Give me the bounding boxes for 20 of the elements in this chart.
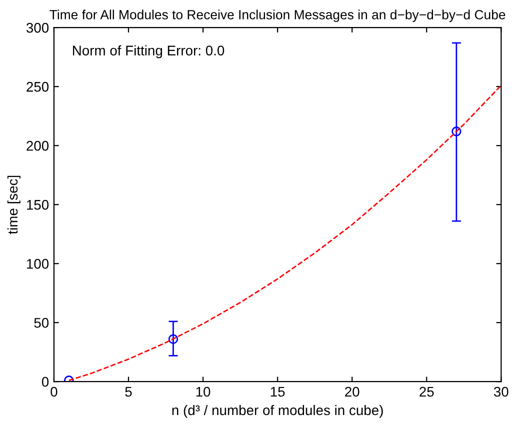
x-tick-label: 5	[125, 386, 132, 397]
y-tick-label: 200	[26, 140, 49, 151]
x-tick-label: 30	[494, 386, 508, 397]
x-tick-label: 15	[270, 386, 285, 397]
x-axis-title: n (d³ / number of modules in cube)	[172, 404, 383, 418]
point	[452, 126, 462, 136]
y-tick-label: 100	[26, 258, 49, 269]
x-tick-label: 20	[345, 386, 360, 397]
y-axis-title: time [sec]	[7, 176, 20, 234]
point	[168, 334, 178, 344]
y-tick-label: 300	[26, 22, 49, 33]
annotation: Norm of Fitting Error: 0.0	[72, 45, 224, 58]
y-tick-label: 250	[26, 82, 49, 92]
x-tick-label: 25	[420, 386, 434, 397]
y-tick-label: 150	[26, 200, 49, 210]
y-tick-label: 0	[42, 376, 49, 387]
x-tick-label: 10	[196, 386, 210, 397]
chart-title: Time for All Modules to Receive Inclusion Messages in an d−by−d−by−d Cube	[50, 10, 506, 22]
y-tick-label: 50	[34, 318, 49, 328]
x-tick-label: 0	[50, 386, 58, 397]
